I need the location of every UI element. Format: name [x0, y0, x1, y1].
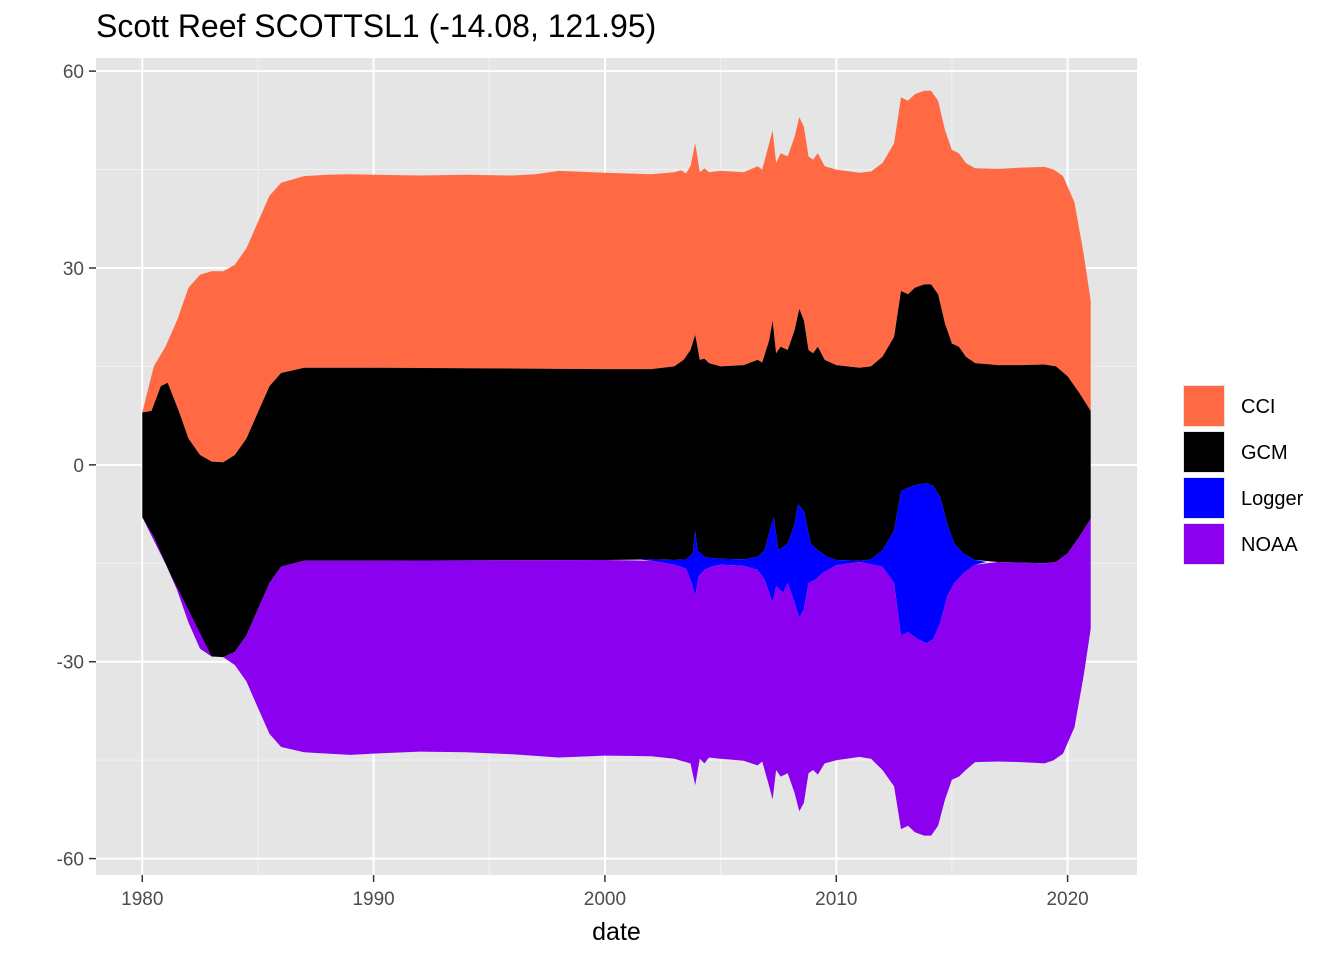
legend-label: GCM [1241, 442, 1288, 464]
legend-label: CCI [1241, 396, 1275, 418]
chart-title: Scott Reef SCOTTSL1 (-14.08, 121.95) [96, 8, 657, 44]
x-axis-title: date [592, 918, 641, 946]
y-tick-label: -30 [57, 653, 84, 674]
x-tick-label: 2010 [815, 889, 857, 910]
area-logger [639, 483, 987, 644]
legend-swatch-logger [1184, 478, 1224, 518]
area-cci [142, 90, 1091, 463]
x-tick-label: 1990 [352, 889, 394, 910]
x-tick-label: 2020 [1046, 889, 1088, 910]
x-tick-label: 1980 [121, 889, 163, 910]
y-tick-label: 30 [63, 259, 84, 280]
legend-swatch-gcm [1184, 432, 1224, 472]
legend-label: NOAA [1241, 534, 1298, 556]
area-noaa [142, 517, 1091, 836]
y-tick-label: 0 [73, 456, 84, 477]
axes: 1980 1990 2000 2010 2020 -60 -30 0 30 60 [57, 62, 1089, 910]
y-tick-label: 60 [63, 62, 84, 83]
legend: CCI GCM Logger NOAA [1183, 385, 1304, 565]
legend-label: Logger [1241, 488, 1304, 510]
stream-areas [142, 90, 1091, 836]
legend-swatch-cci [1184, 386, 1224, 426]
area-gcm [142, 284, 1091, 658]
y-tick-label: -60 [57, 850, 84, 871]
x-tick-label: 2000 [584, 889, 626, 910]
legend-swatch-noaa [1184, 524, 1224, 564]
